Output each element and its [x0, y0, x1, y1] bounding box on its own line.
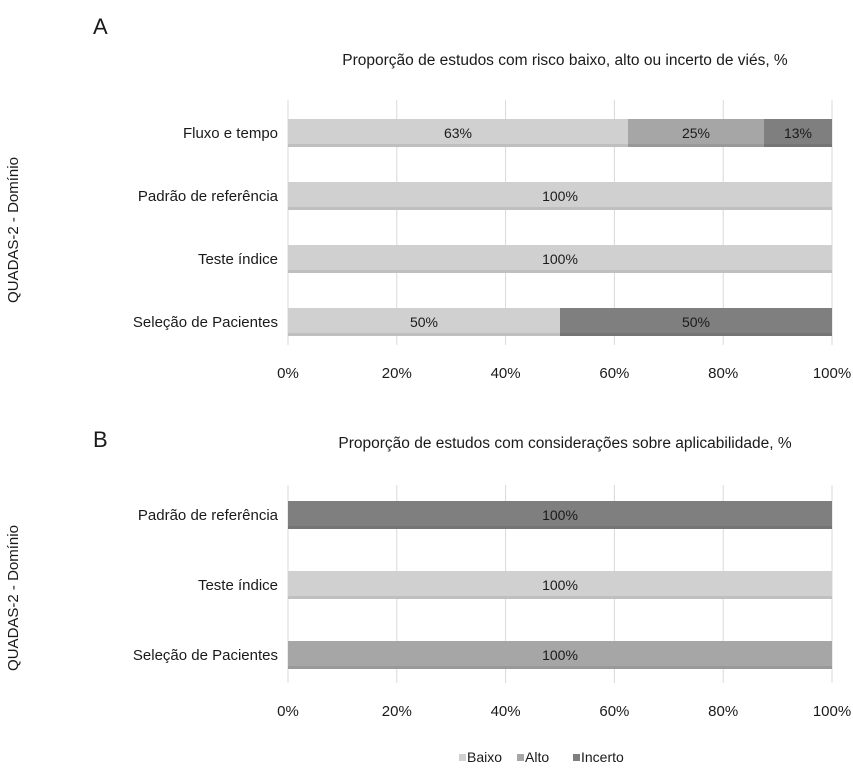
bar-segment-shadow [288, 666, 832, 669]
category-label: Fluxo e tempo [183, 125, 278, 142]
panel-letter: A [93, 14, 108, 39]
bar-segment-alto [628, 119, 764, 147]
legend-label-incerto: Incerto [581, 749, 624, 765]
chart-title: Proporção de estudos com risco baixo, al… [342, 52, 788, 69]
bar-segment-incerto [288, 501, 832, 529]
x-tick-label: 100% [813, 365, 851, 382]
category-label: Seleção de Pacientes [133, 314, 278, 331]
bar-segment-shadow [764, 144, 832, 147]
bar-segment-shadow [288, 596, 832, 599]
x-tick-label: 0% [277, 703, 299, 720]
bar-segment-incerto [764, 119, 832, 147]
category-label: Seleção de Pacientes [133, 647, 278, 664]
legend-swatch-baixo [459, 754, 466, 761]
bar-segment-incerto [560, 308, 832, 336]
category-label: Teste índice [198, 251, 278, 268]
bar-segment-shadow [288, 526, 832, 529]
data-label: 50% [682, 314, 710, 330]
data-label: 50% [410, 314, 438, 330]
bar-segment-alto [288, 641, 832, 669]
bar-segment-shadow [628, 144, 764, 147]
x-tick-label: 60% [599, 703, 629, 720]
data-label: 13% [784, 125, 812, 141]
category-label: Teste índice [198, 577, 278, 594]
x-tick-label: 100% [813, 703, 851, 720]
x-tick-label: 20% [382, 365, 412, 382]
bar-segment-shadow [560, 333, 832, 336]
bar-segment-shadow [288, 333, 560, 336]
bar-segment-baixo [288, 119, 628, 147]
legend-swatch-incerto [573, 754, 580, 761]
x-tick-label: 20% [382, 703, 412, 720]
category-label: Padrão de referência [138, 507, 279, 524]
chart-title: Proporção de estudos com considerações s… [338, 435, 791, 452]
data-label: 100% [542, 251, 578, 267]
x-tick-label: 80% [708, 365, 738, 382]
legend-swatch-alto [517, 754, 524, 761]
bar-segment-baixo [288, 182, 832, 210]
x-tick-label: 40% [491, 365, 521, 382]
x-tick-label: 40% [491, 703, 521, 720]
legend-label-baixo: Baixo [467, 749, 502, 765]
data-label: 100% [542, 647, 578, 663]
bar-segment-shadow [288, 270, 832, 273]
data-label: 100% [542, 507, 578, 523]
x-tick-label: 0% [277, 365, 299, 382]
bar-segment-baixo [288, 571, 832, 599]
x-tick-label: 80% [708, 703, 738, 720]
bar-segment-shadow [288, 144, 628, 147]
data-label: 100% [542, 577, 578, 593]
bar-segment-shadow [288, 207, 832, 210]
data-label: 25% [682, 125, 710, 141]
legend-label-alto: Alto [525, 749, 549, 765]
x-tick-label: 60% [599, 365, 629, 382]
category-label: Padrão de referência [138, 188, 279, 205]
data-label: 100% [542, 188, 578, 204]
bar-segment-baixo [288, 245, 832, 273]
panel-letter: B [93, 427, 108, 452]
y-axis-label: QUADAS-2 - Domínio [5, 525, 22, 671]
bar-segment-baixo [288, 308, 560, 336]
y-axis-label: QUADAS-2 - Domínio [5, 157, 22, 303]
data-label: 63% [444, 125, 472, 141]
